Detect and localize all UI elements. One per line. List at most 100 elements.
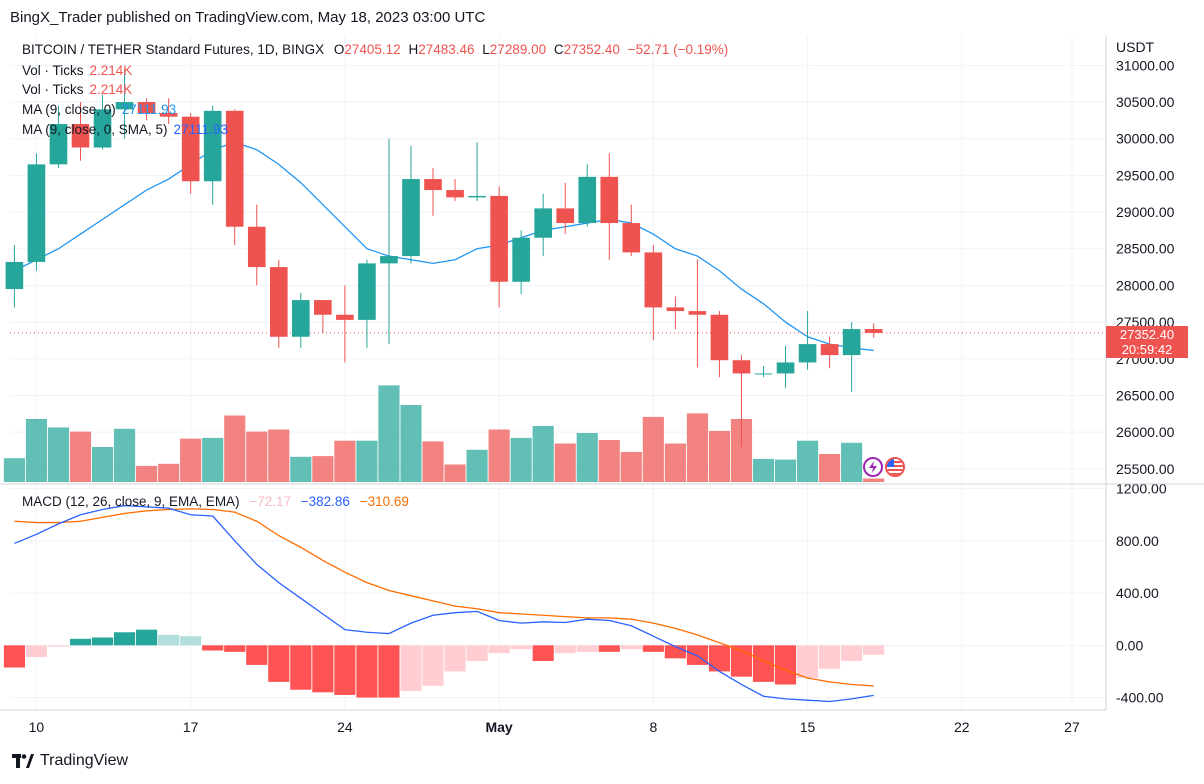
open-value: 27405.12 (344, 42, 401, 57)
macd-histogram-bar (752, 645, 775, 682)
macd-line (14, 504, 874, 703)
time-tick-label: 15 (800, 719, 816, 735)
time-tick-label: May (485, 719, 512, 735)
macd-tick-label: 800.00 (1116, 533, 1159, 549)
candle-body (688, 311, 707, 315)
close-label: C (553, 42, 564, 57)
axes: 25500.0026000.0026500.0027000.0027500.00… (0, 36, 1204, 735)
macd-histogram-bar (25, 645, 48, 658)
candle-body (181, 116, 200, 182)
macd-histogram-bar (290, 645, 312, 690)
candle-body (269, 267, 288, 337)
macd-histogram-bar (312, 645, 334, 693)
macd-histogram-bar (356, 645, 378, 698)
volume-bar (400, 405, 422, 482)
candle-body (380, 256, 398, 264)
macd-histogram-bar (598, 645, 620, 652)
publisher-header: BingX_Trader published on TradingView.co… (10, 9, 486, 26)
candle-body (666, 307, 685, 312)
lightning-icon[interactable] (863, 457, 883, 477)
volume-bars (3, 385, 885, 482)
candle-body (5, 261, 24, 290)
macd-histogram-bar (422, 645, 444, 686)
last-price-tag: 27352.40 20:59:42 (1106, 326, 1188, 358)
low-value: 27289.00 (489, 42, 547, 57)
candle-body (490, 195, 508, 282)
last-price: 27352.40 (1119, 327, 1175, 342)
tradingview-footer[interactable]: TradingView (12, 752, 128, 770)
volume-bar (686, 413, 708, 482)
volume-bar (664, 443, 686, 482)
volume-bar (356, 440, 378, 482)
legend-vol2-row[interactable]: Vol · Ticks 2.214K (22, 82, 132, 97)
volume-bar (708, 430, 731, 482)
candle-body (115, 102, 134, 110)
macd-tick-label: 0.00 (1116, 637, 1143, 653)
macd-histogram-bar (708, 645, 731, 672)
candle-body (137, 102, 156, 114)
volume-bar (774, 459, 797, 482)
price-tick-label: 26000.00 (1116, 424, 1175, 440)
candle-body (578, 176, 597, 224)
volume-bar (268, 429, 290, 482)
symbol-name[interactable]: BITCOIN / TETHER Standard Futures, 1D, B… (22, 42, 325, 57)
volume-bar (113, 428, 136, 482)
price-tick-label: 30000.00 (1116, 131, 1175, 147)
volume-bar (730, 419, 753, 482)
candle-body (820, 344, 839, 356)
volume-bar (180, 438, 202, 482)
candle-body (468, 195, 486, 198)
macd-hist-value: −72.17 (249, 494, 291, 509)
legend-vol1-row[interactable]: Vol · Ticks 2.214K (22, 63, 132, 78)
volume-bar (466, 449, 488, 482)
high-label: H (408, 42, 419, 57)
volume-bar (554, 443, 576, 482)
macd-histogram-bar (642, 645, 664, 652)
volume-bar (863, 478, 885, 482)
volume-bar (532, 426, 554, 482)
price-tick-label: 26500.00 (1116, 387, 1175, 403)
price-tick-label: 25500.00 (1116, 461, 1175, 477)
macd-histogram-bar (69, 638, 92, 646)
candle-body (556, 208, 575, 224)
us-flag-icon[interactable] (885, 457, 905, 477)
ma-line (14, 141, 874, 352)
volume-bar (290, 456, 312, 482)
tradingview-logo-icon (12, 754, 34, 768)
candle-body (203, 110, 222, 182)
candle-body (798, 344, 817, 363)
macd-histogram-bar (91, 637, 114, 646)
volume-bar (752, 458, 775, 482)
legend-macd-row[interactable]: MACD (12, 26, close, 9, EMA, EMA) −72.17… (22, 494, 409, 509)
macd-signal-value: −310.69 (359, 494, 409, 509)
ma2-value: 27111.93 (173, 122, 228, 137)
time-tick-label: 10 (29, 719, 45, 735)
price-tick-label: 30500.00 (1116, 94, 1175, 110)
legend-ma2-row[interactable]: MA (9, close, 0, SMA, 5) 27111.93 (22, 122, 228, 137)
macd-tick-label: 1200.00 (1116, 481, 1167, 497)
candle-body (776, 362, 795, 374)
volume-bar (488, 429, 510, 482)
candle-body (710, 314, 729, 361)
macd-histogram-bar (554, 645, 576, 654)
candle-body (314, 300, 332, 315)
macd-histogram-bar (3, 645, 25, 668)
candle-body (247, 226, 266, 268)
macd-tick-label: 400.00 (1116, 585, 1159, 601)
vol1-label: Vol · Ticks (22, 63, 84, 78)
macd-histogram-bar (113, 632, 136, 646)
candle-body (336, 314, 354, 320)
volume-bar (444, 464, 466, 482)
candle-body (49, 124, 68, 165)
volume-bar (158, 463, 180, 482)
time-tick-label: 8 (649, 719, 657, 735)
volume-bar (312, 456, 334, 482)
macd-histogram-bar (47, 645, 70, 647)
macd-histogram-bar (841, 645, 863, 661)
volume-bar (246, 431, 268, 482)
volume-bar (620, 451, 642, 482)
legend-ma1-row[interactable]: MA (9, close, 0) 27111.93 (22, 102, 176, 117)
high-value: 27483.46 (418, 42, 475, 57)
macd-line-value: −382.86 (300, 494, 350, 509)
